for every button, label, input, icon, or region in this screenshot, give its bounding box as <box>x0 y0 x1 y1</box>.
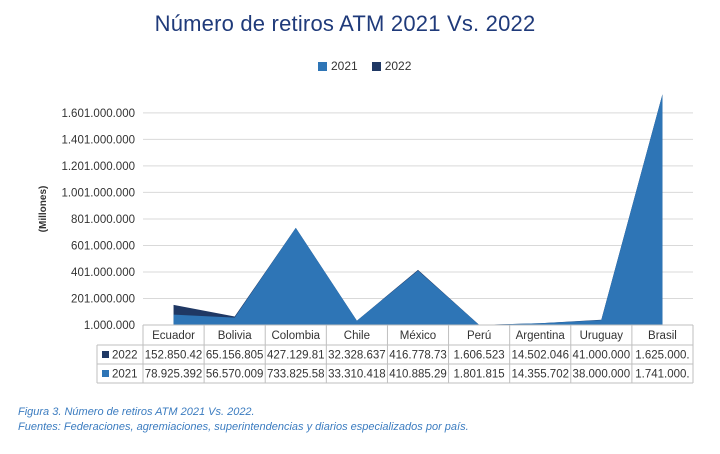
legend-item-2022: 2022 <box>371 59 412 73</box>
area-chart: 1.000.000 201.000.000 401.000.000 601.000.0… <box>38 94 694 384</box>
table-cell: 1.606.523 <box>454 350 505 362</box>
y-tick-label: 1.401.000.000 <box>61 134 135 146</box>
y-tick-label: 1.001.000.000 <box>61 187 135 199</box>
chart-title: Número de retiros ATM 2021 Vs. 2022 <box>154 11 536 36</box>
legend: 2021 2022 <box>318 59 411 73</box>
sources-caption: Fuentes: Federaciones, agremiaciones, su… <box>18 421 469 433</box>
category-label: Bolivia <box>218 330 252 342</box>
table-cell: 14.502.046 <box>511 350 569 362</box>
table-cell: 33.310.418 <box>328 369 386 381</box>
table-cell: 65.156.805 <box>206 350 264 362</box>
table-cell: 41.000.000 <box>573 350 631 362</box>
legend-label-2021: 2021 <box>331 59 358 73</box>
legend-label-2022: 2022 <box>384 59 412 73</box>
table-row-swatch <box>102 370 109 377</box>
table-cell: 32.328.637 <box>328 350 386 362</box>
table-cell: 78.925.392 <box>145 369 203 381</box>
category-label: Brasil <box>648 330 677 342</box>
legend-swatch-2021 <box>318 61 327 71</box>
category-label: Uruguay <box>580 330 624 342</box>
y-tick-label: 801.000.000 <box>71 214 135 226</box>
category-label: México <box>400 330 436 342</box>
legend-swatch-2022 <box>371 61 381 71</box>
table-cell: 1.625.000. <box>635 350 689 362</box>
y-tick-label: 1.601.000.000 <box>61 108 135 120</box>
table-cell: 152.850.42 <box>145 350 203 362</box>
table-cell: 416.778.73 <box>389 350 447 362</box>
table-cell: 427.129.81 <box>267 350 325 362</box>
table-row-label: 2021 <box>112 369 138 381</box>
table-cell: 1.801.815 <box>454 369 505 381</box>
figure-caption: Figura 3. Número de retiros ATM 2021 Vs.… <box>18 406 255 418</box>
table-row-swatch <box>102 351 109 358</box>
table-row-label: 2022 <box>112 350 138 362</box>
category-label: Chile <box>344 330 370 342</box>
y-tick-label: 401.000.000 <box>71 267 135 279</box>
legend-item-2021: 2021 <box>318 59 358 73</box>
table-cell: 1.741.000. <box>635 369 689 381</box>
y-axis-label: (Millones) <box>38 186 49 233</box>
category-label: Colombia <box>271 330 320 342</box>
area-2021 <box>173 94 663 325</box>
y-tick-label: 601.000.000 <box>71 240 135 252</box>
table-cell: 38.000.000 <box>573 369 631 381</box>
category-label: Perú <box>467 330 491 342</box>
table-cell: 56.570.009 <box>206 369 264 381</box>
table-cell: 733.825.58 <box>267 369 325 381</box>
table-cell: 410.885.29 <box>389 369 447 381</box>
category-label: Argentina <box>516 330 566 342</box>
y-tick-label: 1.000.000 <box>84 320 135 332</box>
y-tick-label: 201.000.000 <box>71 293 135 305</box>
category-label: Ecuador <box>152 330 195 342</box>
y-tick-label: 1.201.000.000 <box>61 161 135 173</box>
table-cell: 14.355.702 <box>511 369 569 381</box>
